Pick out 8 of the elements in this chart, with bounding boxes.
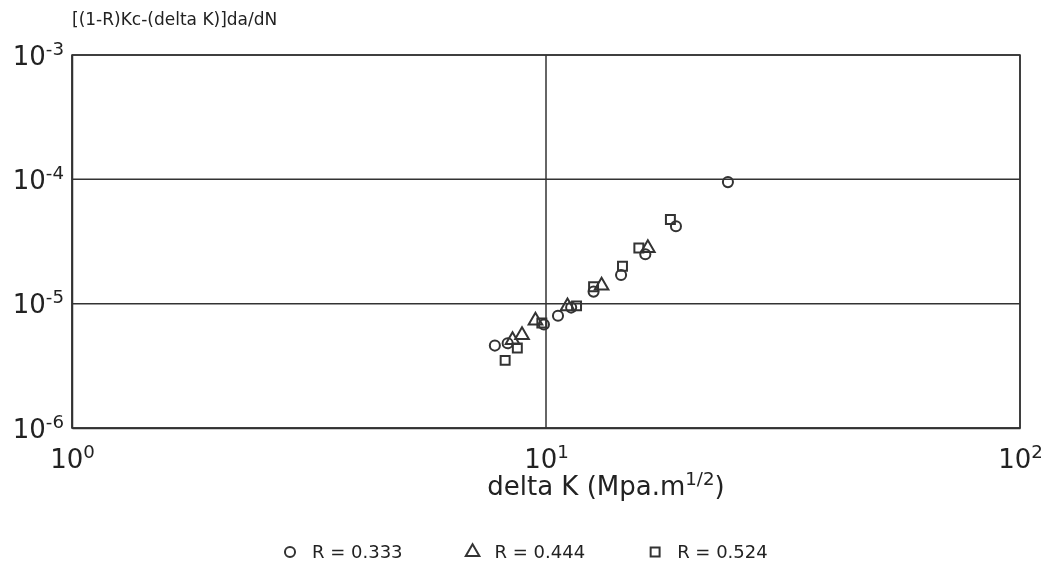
legend-label: R = 0.524 bbox=[677, 541, 768, 562]
y-tick-label: 10$^{-5}$ bbox=[12, 285, 64, 320]
legend-label: R = 0.333 bbox=[312, 541, 403, 562]
x-tick-label: 10$^{2}$ bbox=[998, 440, 1043, 474]
y-axis-title: [(1-R)Kc-(delta K)]da/dN bbox=[72, 9, 278, 29]
legend-label: R = 0.444 bbox=[494, 541, 586, 562]
y-tick-label: 10$^{-3}$ bbox=[12, 37, 64, 71]
y-tick-label: 10$^{-4}$ bbox=[12, 161, 64, 195]
